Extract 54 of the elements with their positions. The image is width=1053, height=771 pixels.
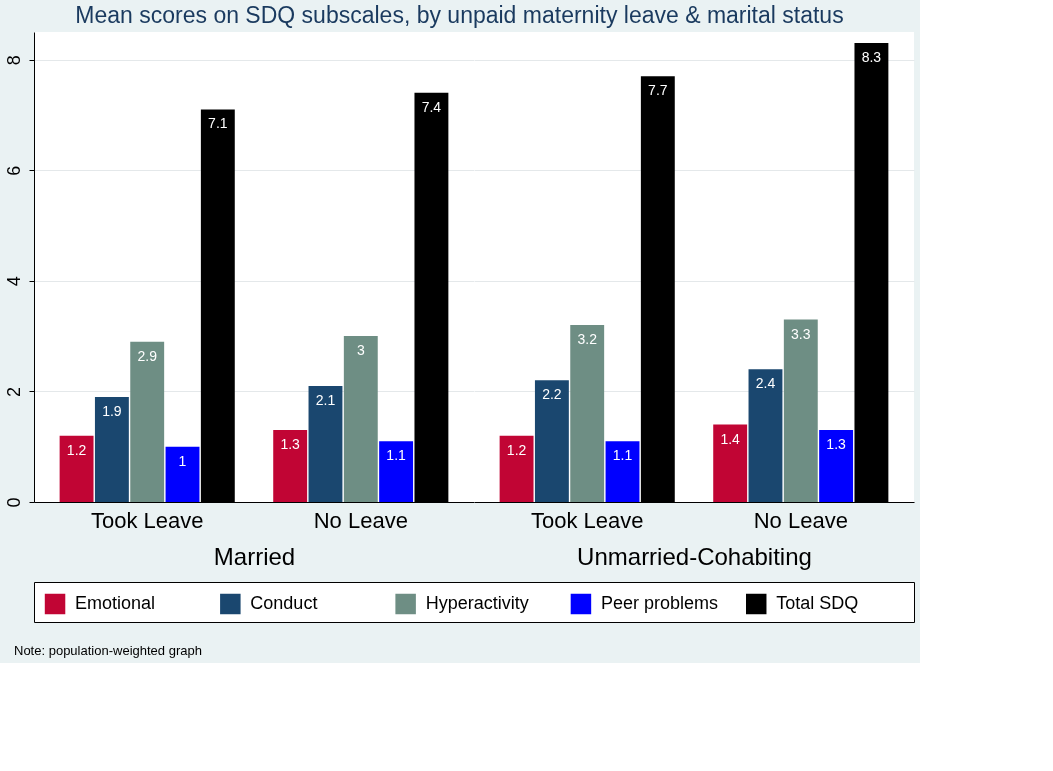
data-label: 1.3 <box>280 436 301 453</box>
legend-label: Emotional <box>75 593 156 613</box>
data-label: 3 <box>356 342 365 359</box>
bar <box>379 441 414 502</box>
bar <box>499 435 534 502</box>
data-label: 2.4 <box>755 375 776 392</box>
bar <box>308 385 343 502</box>
bar <box>94 396 129 502</box>
data-label: 7.4 <box>421 98 442 115</box>
x-tick-label: Took Leave <box>90 507 204 533</box>
legend-label: Total SDQ <box>776 593 859 613</box>
bar <box>819 430 854 502</box>
data-label: 3.2 <box>577 331 598 348</box>
data-label: 1.1 <box>612 447 633 464</box>
x-tick-label: No Leave <box>313 507 408 533</box>
data-label: 7.1 <box>208 115 228 132</box>
legend-label: Hyperactivity <box>425 593 529 613</box>
data-label: 1 <box>178 452 187 469</box>
x-axis-title: Unmarried-Cohabiting <box>577 542 812 570</box>
data-label: 8.3 <box>861 49 882 66</box>
y-tick-label: 8 <box>3 55 24 66</box>
bar <box>783 319 818 502</box>
legend-label: Conduct <box>250 593 318 613</box>
data-label: 1.2 <box>506 441 527 458</box>
bar <box>748 369 783 502</box>
bar <box>273 430 308 502</box>
data-label: 1.4 <box>720 430 741 447</box>
y-tick-label: 4 <box>3 276 24 287</box>
bar <box>605 441 640 502</box>
chart-title: Mean scores on SDQ subscales, by unpaid maternity leave & marital status <box>75 2 844 28</box>
bar <box>343 336 378 502</box>
data-label: 2.9 <box>137 347 158 364</box>
y-tick-label: 6 <box>3 165 24 176</box>
data-label: 1.9 <box>102 402 122 419</box>
bar <box>59 435 94 502</box>
x-tick-label: Took Leave <box>530 507 644 533</box>
x-axis-title: Married <box>213 542 296 570</box>
bar <box>713 424 748 502</box>
bar <box>130 341 165 502</box>
bar <box>534 380 569 502</box>
data-label: 2.1 <box>315 391 336 408</box>
data-label: 1.2 <box>66 441 87 458</box>
data-label: 1.1 <box>386 447 407 464</box>
bar <box>165 446 200 502</box>
bar <box>570 325 605 502</box>
data-label: 1.3 <box>826 436 847 453</box>
data-label: 3.3 <box>791 325 811 342</box>
y-tick-label: 2 <box>3 386 24 397</box>
text: Note: population-weighted graph <box>14 643 202 658</box>
x-tick-label: No Leave <box>753 507 848 533</box>
y-tick-label: 0 <box>3 497 24 508</box>
data-label: 7.7 <box>648 82 668 99</box>
legend-label: Peer problems <box>600 593 718 613</box>
data-label: 2.2 <box>542 386 562 403</box>
